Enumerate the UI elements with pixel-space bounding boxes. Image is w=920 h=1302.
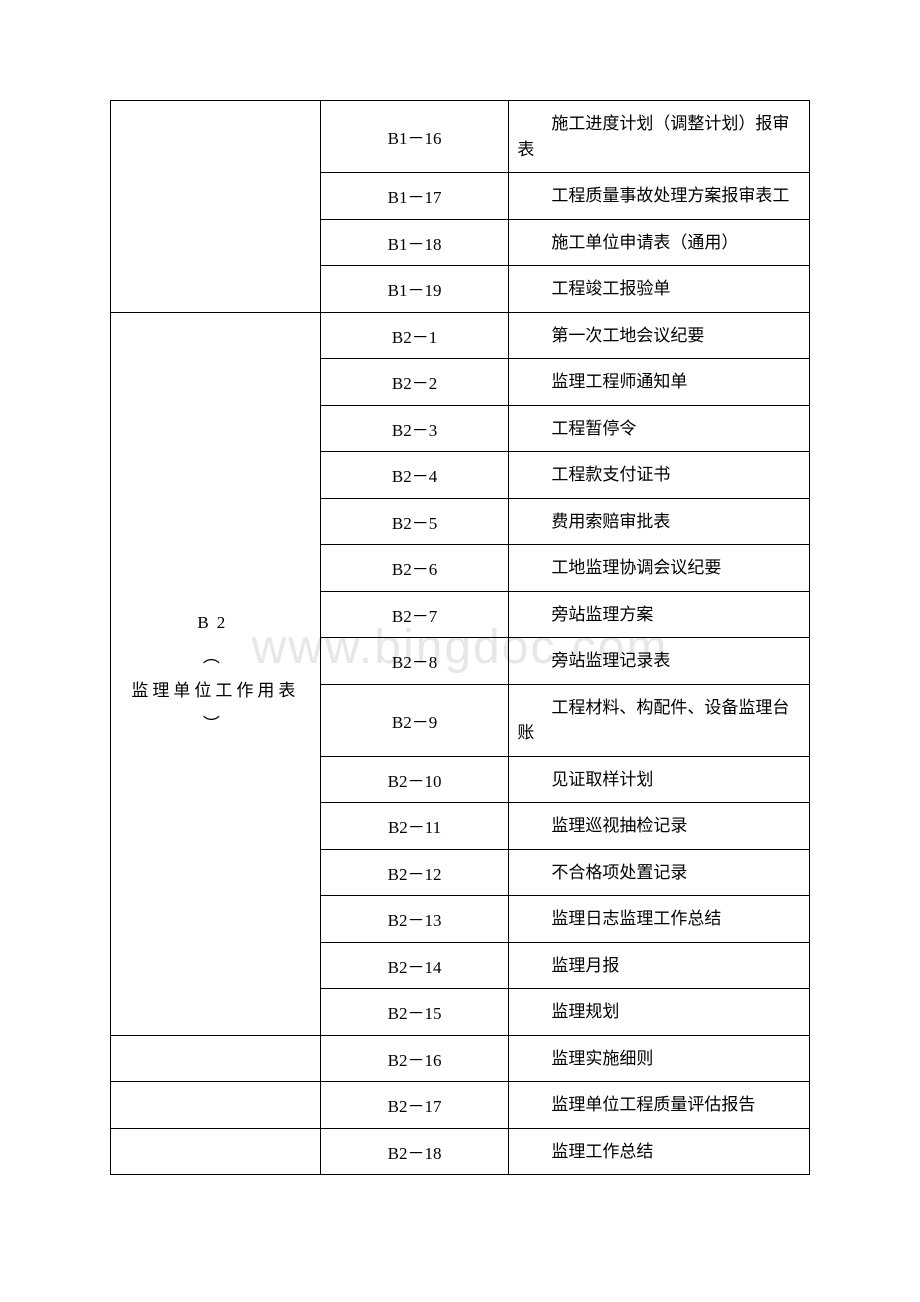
code-cell: B2－3 — [320, 405, 509, 452]
category-line1: B2 — [119, 606, 312, 640]
code-cell: B2－14 — [320, 942, 509, 989]
code-cell: B2－6 — [320, 545, 509, 592]
category-line3: 监理单位工作用表 — [119, 674, 312, 708]
desc-cell: 费用索赔审批表 — [509, 498, 810, 545]
category-cell-b2: B2 ︵ 监理单位工作用表 ︶ — [111, 312, 321, 1035]
code-cell: B2－15 — [320, 989, 509, 1036]
desc-cell: 工地监理协调会议纪要 — [509, 545, 810, 592]
document-table: B1－16 施工进度计划（调整计划）报审表 B1－17 工程质量事故处理方案报审… — [110, 100, 810, 1175]
desc-cell: 旁站监理记录表 — [509, 638, 810, 685]
desc-cell: 工程材料、构配件、设备监理台账 — [509, 684, 810, 756]
code-cell: B2－8 — [320, 638, 509, 685]
code-cell: B2－4 — [320, 452, 509, 499]
desc-cell: 施工单位申请表（通用） — [509, 219, 810, 266]
category-line4: ︶ — [119, 708, 312, 742]
code-cell: B2－16 — [320, 1035, 509, 1082]
code-cell: B2－12 — [320, 849, 509, 896]
category-cell-empty — [111, 101, 321, 313]
code-cell: B1－16 — [320, 101, 509, 173]
category-cell-empty — [111, 1082, 321, 1129]
desc-cell: 监理实施细则 — [509, 1035, 810, 1082]
table-row: B2－17 监理单位工程质量评估报告 — [111, 1082, 810, 1129]
desc-cell: 第一次工地会议纪要 — [509, 312, 810, 359]
code-cell: B2－2 — [320, 359, 509, 406]
desc-cell: 监理规划 — [509, 989, 810, 1036]
desc-cell: 工程质量事故处理方案报审表工 — [509, 173, 810, 220]
desc-cell: 监理单位工程质量评估报告 — [509, 1082, 810, 1129]
code-cell: B2－5 — [320, 498, 509, 545]
category-cell-empty — [111, 1128, 321, 1175]
code-cell: B2－1 — [320, 312, 509, 359]
table-row: B2－16 监理实施细则 — [111, 1035, 810, 1082]
table-row: B1－16 施工进度计划（调整计划）报审表 — [111, 101, 810, 173]
code-cell: B2－7 — [320, 591, 509, 638]
table-row: B2－18 监理工作总结 — [111, 1128, 810, 1175]
desc-cell: 监理工程师通知单 — [509, 359, 810, 406]
desc-cell: 旁站监理方案 — [509, 591, 810, 638]
desc-cell: 工程款支付证书 — [509, 452, 810, 499]
desc-cell: 监理日志监理工作总结 — [509, 896, 810, 943]
code-cell: B2－18 — [320, 1128, 509, 1175]
desc-cell: 工程暂停令 — [509, 405, 810, 452]
desc-cell: 监理月报 — [509, 942, 810, 989]
category-cell-empty — [111, 1035, 321, 1082]
code-cell: B2－9 — [320, 684, 509, 756]
code-cell: B1－19 — [320, 266, 509, 313]
code-cell: B2－10 — [320, 756, 509, 803]
desc-cell: 施工进度计划（调整计划）报审表 — [509, 101, 810, 173]
desc-cell: 监理工作总结 — [509, 1128, 810, 1175]
desc-cell: 不合格项处置记录 — [509, 849, 810, 896]
desc-cell: 见证取样计划 — [509, 756, 810, 803]
code-cell: B1－17 — [320, 173, 509, 220]
desc-cell: 工程竣工报验单 — [509, 266, 810, 313]
code-cell: B2－13 — [320, 896, 509, 943]
category-line2: ︵ — [119, 640, 312, 674]
desc-cell: 监理巡视抽检记录 — [509, 803, 810, 850]
code-cell: B1－18 — [320, 219, 509, 266]
table-row: B2 ︵ 监理单位工作用表 ︶ B2－1 第一次工地会议纪要 — [111, 312, 810, 359]
code-cell: B2－17 — [320, 1082, 509, 1129]
code-cell: B2－11 — [320, 803, 509, 850]
